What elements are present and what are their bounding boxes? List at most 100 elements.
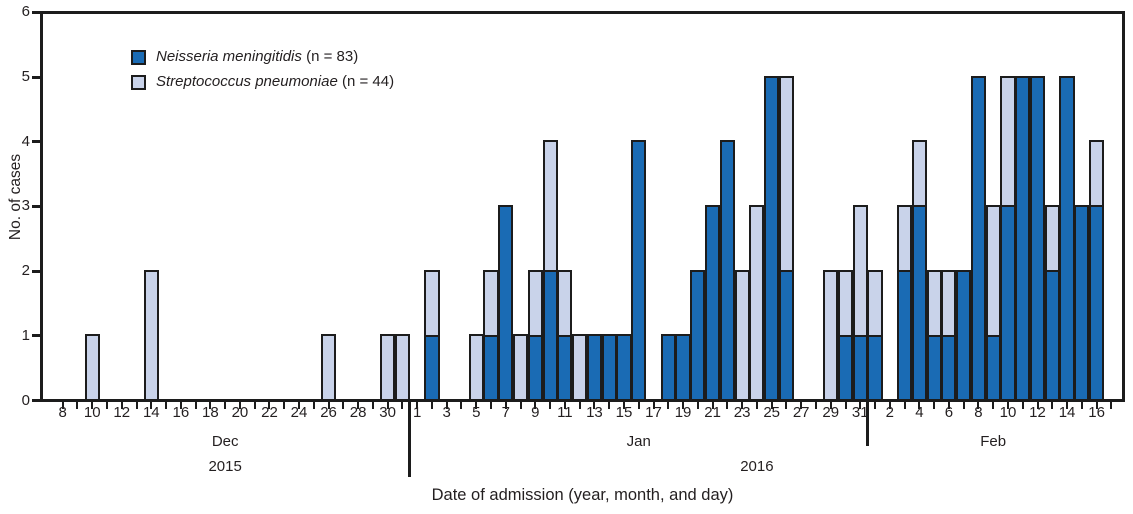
year-label-2015: 2015 bbox=[208, 458, 242, 475]
x-tick-label: 5 bbox=[472, 404, 481, 421]
x-tick-label: 16 bbox=[172, 404, 190, 421]
bar-segment-neisseria bbox=[852, 334, 868, 401]
x-axis-tick bbox=[165, 402, 168, 409]
x-tick-label: 12 bbox=[1029, 404, 1046, 421]
x-tick-label: 18 bbox=[202, 404, 219, 421]
bar-segment-streptococcus bbox=[527, 269, 543, 337]
bar-segment-neisseria bbox=[926, 334, 942, 401]
x-axis-tick bbox=[327, 402, 330, 409]
x-axis-title: Date of admission (year, month, and day) bbox=[431, 486, 734, 504]
x-axis-tick bbox=[298, 402, 301, 409]
bar-segment-streptococcus bbox=[572, 334, 588, 401]
legend-swatch-streptococcus-pneumoniae bbox=[131, 74, 146, 90]
bar-segment-streptococcus bbox=[394, 334, 410, 401]
x-tick-label: 27 bbox=[792, 404, 810, 421]
x-tick-label: 12 bbox=[113, 404, 131, 421]
x-axis-tick bbox=[371, 402, 374, 409]
species-name: Neisseria meningitidis bbox=[156, 48, 302, 65]
bar-segment-streptococcus bbox=[823, 269, 839, 401]
x-axis-tick bbox=[401, 402, 404, 409]
bar-segment-neisseria bbox=[601, 334, 617, 401]
x-axis-tick bbox=[977, 402, 980, 409]
bar-segment-neisseria bbox=[1000, 204, 1016, 401]
x-axis-tick bbox=[1006, 402, 1009, 409]
x-axis-tick bbox=[933, 402, 936, 409]
x-axis-tick bbox=[135, 402, 138, 409]
legend-item-neisseria-meningitidis: Neisseria meningitidis (n = 83) bbox=[131, 49, 394, 65]
legend-item-streptococcus-pneumoniae: Streptococcus pneumoniae (n = 44) bbox=[131, 74, 394, 90]
series-count: (n = 83) bbox=[306, 48, 359, 65]
bar-segment-neisseria bbox=[956, 269, 972, 401]
x-axis-tick bbox=[490, 402, 493, 409]
bar-segment-streptococcus bbox=[557, 269, 573, 337]
y-axis-tick bbox=[32, 204, 40, 208]
x-axis-tick bbox=[460, 402, 463, 409]
bar-segment-streptococcus bbox=[424, 269, 440, 337]
x-axis-tick bbox=[91, 402, 94, 409]
bar-segment-neisseria bbox=[483, 334, 499, 401]
bar-segment-streptococcus bbox=[468, 334, 484, 401]
x-axis-tick bbox=[844, 402, 847, 409]
x-tick-label: 24 bbox=[290, 404, 308, 421]
x-axis-line bbox=[40, 399, 1125, 402]
bar-segment-streptococcus bbox=[896, 204, 913, 273]
x-axis-tick bbox=[416, 402, 419, 409]
x-axis-tick bbox=[209, 402, 212, 409]
month-label-feb: Feb bbox=[980, 433, 1007, 450]
x-axis-tick bbox=[534, 402, 537, 409]
bar-segment-neisseria bbox=[1089, 204, 1105, 401]
x-axis-tick bbox=[814, 402, 817, 409]
x-tick-label: 8 bbox=[974, 404, 983, 421]
bar-segment-streptococcus bbox=[380, 334, 396, 401]
bar-segment-streptococcus bbox=[1000, 75, 1016, 208]
x-tick-label: 1 bbox=[413, 404, 422, 421]
bar-segment-neisseria bbox=[764, 75, 780, 401]
x-axis-tick bbox=[667, 402, 670, 409]
x-axis-tick bbox=[238, 402, 241, 409]
x-tick-label: 11 bbox=[557, 404, 573, 421]
bar-segment-neisseria bbox=[1015, 75, 1031, 401]
x-tick-label: 21 bbox=[704, 404, 721, 421]
x-axis-tick bbox=[622, 402, 625, 409]
bar-segment-neisseria bbox=[778, 269, 795, 401]
x-tick-label: 29 bbox=[822, 404, 840, 421]
y-axis-line bbox=[40, 11, 43, 402]
x-axis-tick bbox=[874, 402, 877, 409]
x-axis-tick bbox=[549, 402, 552, 409]
x-tick-label: 17 bbox=[645, 404, 662, 421]
x-axis-tick bbox=[888, 402, 891, 409]
plot-right-border bbox=[1122, 11, 1125, 402]
x-tick-label: 26 bbox=[320, 404, 337, 421]
x-axis-tick bbox=[992, 402, 995, 409]
x-axis-tick bbox=[1051, 402, 1054, 409]
x-axis-tick bbox=[637, 402, 640, 409]
x-axis-tick bbox=[1095, 402, 1098, 409]
x-tick-label: 19 bbox=[674, 404, 692, 421]
x-axis-tick bbox=[726, 402, 729, 409]
year-divider-1 bbox=[408, 399, 412, 477]
bar-segment-neisseria bbox=[896, 269, 913, 401]
bar-segment-neisseria bbox=[704, 204, 721, 401]
x-axis-tick bbox=[106, 402, 108, 409]
x-axis-tick bbox=[608, 402, 611, 409]
x-axis-tick bbox=[150, 402, 153, 409]
bar-segment-neisseria bbox=[557, 334, 573, 401]
y-axis-tick bbox=[32, 75, 40, 79]
bar-segment-streptococcus bbox=[911, 140, 927, 208]
x-axis-tick bbox=[696, 402, 699, 409]
bar-segment-neisseria bbox=[542, 269, 558, 401]
month-label-jan: Jan bbox=[626, 433, 651, 450]
bar-segment-neisseria bbox=[1044, 269, 1060, 401]
x-axis-tick bbox=[253, 402, 256, 409]
x-axis-tick bbox=[947, 402, 950, 409]
x-axis-tick bbox=[682, 402, 685, 409]
x-axis-tick bbox=[179, 402, 182, 409]
x-axis-tick bbox=[357, 402, 360, 409]
y-axis-tick bbox=[32, 10, 40, 14]
x-axis-tick bbox=[386, 402, 389, 409]
x-axis-tick bbox=[61, 402, 64, 409]
y-tick-label: 3 bbox=[21, 197, 30, 215]
x-axis-tick bbox=[785, 402, 788, 409]
y-axis-tick bbox=[32, 399, 40, 402]
